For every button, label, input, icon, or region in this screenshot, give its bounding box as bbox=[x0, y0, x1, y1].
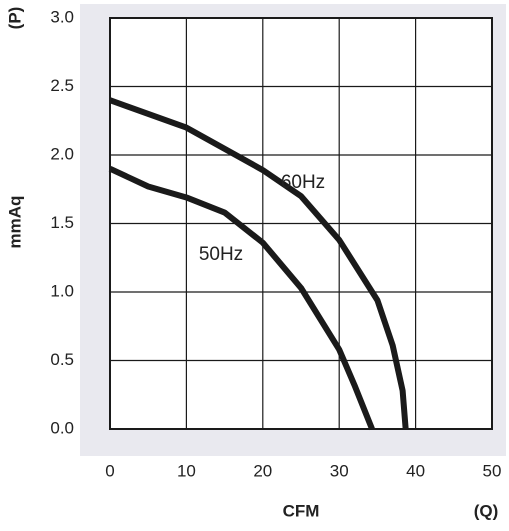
y-tick-label: 2.0 bbox=[50, 144, 74, 163]
y-tick-label: 1.0 bbox=[50, 281, 74, 300]
y-tick-label: 0.0 bbox=[50, 418, 74, 437]
x-tick-label: 40 bbox=[406, 461, 425, 480]
x-unit: (Q) bbox=[474, 501, 499, 520]
y-unit: (P) bbox=[5, 7, 24, 30]
series-label: 60Hz bbox=[281, 172, 325, 193]
series-label: 50Hz bbox=[199, 244, 243, 265]
x-axis-label: CFM bbox=[283, 501, 320, 520]
line bbox=[108, 165, 375, 431]
x-tick-label: 0 bbox=[105, 461, 114, 480]
y-tick-label: 2.5 bbox=[50, 76, 74, 95]
x-tick-label: 50 bbox=[483, 461, 502, 480]
y-axis-label: mmAq bbox=[5, 196, 24, 249]
x-tick-label: 10 bbox=[177, 461, 196, 480]
x-tick-label: 30 bbox=[330, 461, 349, 480]
y-tick-label: 3.0 bbox=[50, 7, 74, 26]
y-tick-label: 0.5 bbox=[50, 350, 74, 369]
y-tick-label: 1.5 bbox=[50, 213, 74, 232]
line bbox=[108, 97, 409, 430]
x-tick-label: 20 bbox=[253, 461, 272, 480]
